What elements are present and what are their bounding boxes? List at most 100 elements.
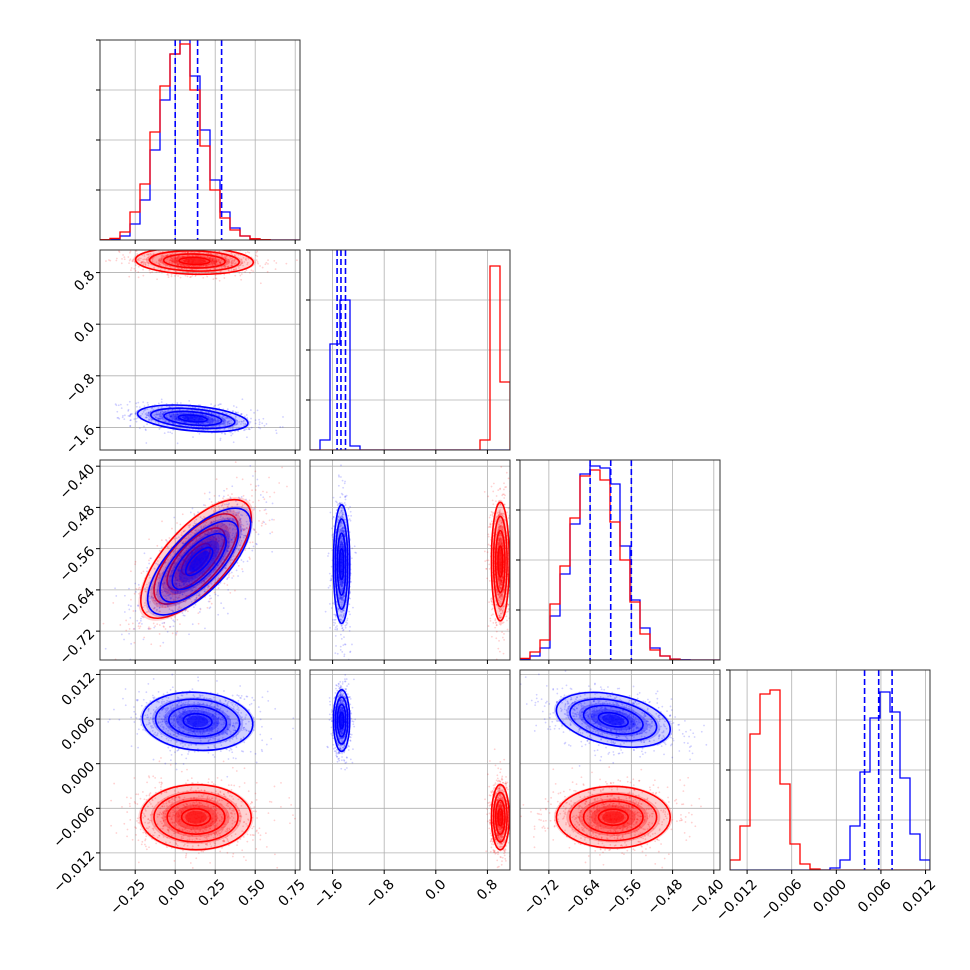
scatter-point — [164, 595, 167, 598]
scatter-point — [185, 609, 187, 611]
scatter-point — [162, 584, 165, 586]
scatter-point — [170, 259, 172, 262]
scatter-point — [240, 529, 243, 532]
scatter-point — [498, 616, 501, 619]
scatter-point — [130, 598, 132, 601]
scatter-point — [185, 264, 188, 267]
scatter-point — [134, 563, 137, 566]
scatter-point — [267, 262, 269, 265]
scatter-point — [171, 609, 174, 612]
scatter-point — [339, 523, 342, 526]
scatter-point — [501, 545, 504, 547]
scatter-point — [340, 598, 343, 601]
scatter-point — [190, 589, 193, 592]
scatter-point — [218, 261, 221, 264]
scatter-point — [223, 419, 226, 422]
scatter-point — [221, 562, 224, 565]
scatter-point — [170, 565, 173, 568]
scatter-point — [231, 410, 234, 413]
scatter-point — [149, 597, 152, 600]
panel-content — [100, 461, 288, 660]
scatter-point — [232, 410, 235, 412]
scatter-point — [172, 625, 175, 628]
scatter-point — [215, 258, 218, 261]
scatter-point — [173, 418, 176, 421]
scatter-point — [209, 538, 212, 541]
scatter-point — [206, 577, 209, 579]
scatter-point — [181, 263, 184, 266]
scatter-point — [158, 413, 161, 415]
scatter-point — [104, 647, 107, 650]
scatter-point — [125, 619, 128, 622]
scatter-point — [245, 508, 248, 511]
scatter-point — [175, 596, 178, 599]
scatter-point — [200, 532, 203, 534]
scatter-point — [216, 578, 219, 581]
scatter-point — [221, 524, 224, 527]
scatter-point — [202, 277, 205, 279]
scatter-point — [197, 545, 200, 548]
scatter-point — [158, 549, 161, 552]
scatter-point — [245, 520, 248, 523]
scatter-point — [342, 598, 345, 600]
scatter-point — [163, 582, 166, 585]
scatter-point — [173, 422, 175, 425]
scatter-point — [182, 582, 185, 585]
scatter-point — [491, 511, 494, 514]
density-contour — [134, 250, 255, 276]
scatter-point — [160, 417, 162, 420]
scatter-point — [139, 415, 142, 417]
scatter-point — [338, 583, 341, 586]
scatter-point — [249, 409, 252, 411]
scatter-point — [163, 581, 166, 584]
scatter-point — [218, 566, 221, 569]
scatter-point — [195, 596, 198, 599]
scatter-point — [232, 524, 235, 527]
scatter-point — [142, 263, 145, 266]
scatter-point — [184, 540, 187, 543]
scatter-point — [500, 524, 503, 527]
scatter-point — [168, 261, 171, 264]
scatter-point — [171, 632, 174, 635]
scatter-point — [341, 522, 344, 525]
scatter-point — [229, 591, 232, 594]
scatter-point — [339, 648, 342, 651]
scatter-point — [195, 570, 198, 573]
scatter-point — [222, 423, 225, 425]
scatter-point — [191, 551, 194, 553]
scatter-point — [175, 417, 177, 420]
scatter-point — [183, 581, 186, 584]
scatter-point — [187, 271, 190, 274]
scatter-point — [242, 419, 245, 422]
scatter-point — [231, 541, 234, 544]
scatter-point — [211, 259, 214, 262]
scatter-point — [170, 414, 173, 417]
scatter-point — [176, 442, 179, 445]
scatter-point — [135, 590, 137, 593]
scatter-point — [170, 259, 173, 262]
scatter-point — [214, 505, 217, 508]
scatter-point — [339, 589, 342, 591]
scatter-point — [342, 513, 345, 516]
scatter-point — [222, 419, 225, 422]
scatter-point — [148, 418, 150, 421]
scatter-point — [175, 418, 178, 420]
scatter-point — [286, 485, 288, 488]
scatter-point — [213, 529, 216, 532]
scatter-point — [234, 262, 237, 265]
scatter-point — [214, 274, 217, 277]
scatter-point — [147, 403, 150, 406]
scatter-point — [336, 627, 339, 630]
scatter-point — [174, 547, 177, 550]
scatter-point — [190, 531, 193, 534]
scatter-point — [172, 610, 175, 613]
scatter-point — [228, 540, 231, 543]
scatter-point — [244, 597, 247, 600]
scatter-point — [185, 560, 187, 563]
scatter-point — [349, 505, 351, 508]
scatter-point — [179, 565, 182, 568]
density-contour — [166, 527, 226, 591]
scatter-point — [162, 641, 165, 644]
scatter-point — [147, 627, 150, 630]
scatter-point — [137, 622, 140, 625]
